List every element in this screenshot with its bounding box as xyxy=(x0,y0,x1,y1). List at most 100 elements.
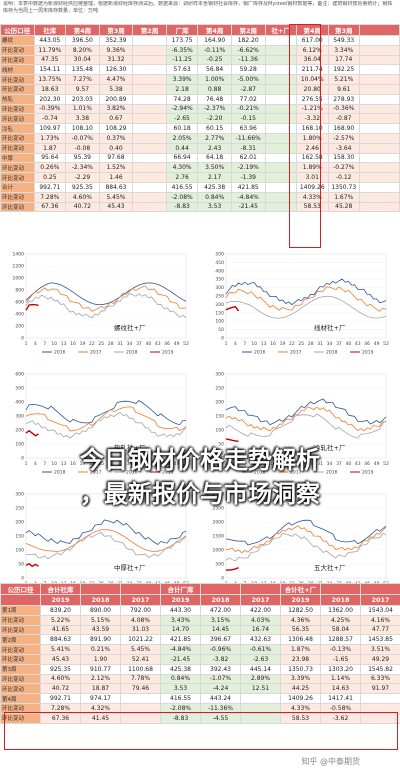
table-cell: 45.28 xyxy=(327,201,360,213)
header-cell: 第3周 xyxy=(98,24,134,36)
table-cell: -0.96% xyxy=(200,644,241,655)
table-cell: 135.48 xyxy=(65,64,100,76)
header-cell xyxy=(240,583,281,595)
x-tick-label: 22 xyxy=(289,341,295,347)
table-cell: 425.38 xyxy=(160,663,201,675)
legend-label: 2017 xyxy=(290,470,302,476)
table-cell: 1545.82 xyxy=(360,663,400,675)
row-label: 环比变动 xyxy=(0,614,41,626)
table-cell: 5.15% xyxy=(80,614,121,626)
table-cell: 79.46 xyxy=(120,683,161,695)
table-cell: -2.57% xyxy=(327,132,360,144)
table-cell: 23.98 xyxy=(280,653,321,665)
x-tick-label: 52 xyxy=(183,461,189,467)
row-label: 环比变动 xyxy=(0,74,35,85)
y-tick-label: 1000 xyxy=(213,548,225,554)
row-label: 环比变动 xyxy=(0,103,35,115)
y-tick-label: 300 xyxy=(215,285,224,291)
series-line xyxy=(25,529,187,552)
table-cell: -2.87 xyxy=(230,83,266,95)
table-cell: 1543.04 xyxy=(360,605,400,616)
table-cell: 109.97 xyxy=(33,123,67,134)
table-cell: 1.90 xyxy=(80,653,121,665)
x-tick-label: 19 xyxy=(280,341,286,347)
table-cell: 9.36% xyxy=(98,44,134,56)
table-cell: 173.75 xyxy=(165,35,199,46)
x-tick-label: 13 xyxy=(61,461,67,467)
x-tick-label: 28 xyxy=(308,341,314,347)
table-cell: -0.39% xyxy=(33,103,67,115)
row-label: 环比变动 xyxy=(0,44,35,56)
table-header-row: 公历口径 合计社库 合计厂库 合计社+厂 xyxy=(0,583,400,595)
table-cell: 3.15% xyxy=(200,614,241,626)
x-tick-label: 22 xyxy=(89,341,95,347)
watermark: 知乎 @中泰期货 xyxy=(301,757,360,766)
legend-label: 2016 xyxy=(326,470,338,476)
table-cell: 168.90 xyxy=(327,123,360,134)
table-cell: 422.00 xyxy=(240,605,281,616)
table-cell: 45.43 xyxy=(40,653,81,665)
header-cell: 第4周 xyxy=(65,24,100,36)
row-label: 合计 xyxy=(0,181,35,193)
header-cell: 公历口径 xyxy=(0,583,41,595)
year-cell: 2019 xyxy=(160,594,201,606)
table-cell: 164.90 xyxy=(197,35,232,46)
table-cell xyxy=(358,64,400,76)
y-tick-label: 100 xyxy=(15,548,24,554)
table-cell: -1.65 xyxy=(320,653,361,665)
table-cell: 1303.20 xyxy=(320,663,361,675)
header-cell: 第4周 xyxy=(197,24,232,36)
table-cell: 549.33 xyxy=(327,35,360,46)
row-label: 第3周 xyxy=(0,663,41,675)
table-cell xyxy=(358,93,400,105)
y-tick-label: 0 xyxy=(221,336,224,342)
x-tick-label: 10 xyxy=(51,341,57,347)
table-note: 说明：本表中数据为新浪财经供应链整理，根据新浪财经库存测试后。数据来源：调研样本… xyxy=(3,1,393,14)
x-tick-label: 37 xyxy=(336,341,342,347)
table-cell xyxy=(358,181,400,193)
table-cell: 63.96 xyxy=(230,123,266,134)
table-cell: -4.24 xyxy=(200,683,241,695)
y-tick-label: 2500 xyxy=(213,506,225,512)
series-line xyxy=(25,282,187,305)
series-line xyxy=(225,438,239,442)
x-tick-label: 1 xyxy=(225,341,228,347)
table-row: 环比变动 0.26% -2.34% 1.52% 4.30% 3.50% -2.19% 1.89… xyxy=(0,162,400,174)
table-cell: -3.64 xyxy=(327,142,360,154)
table-cell: 0.21% xyxy=(80,644,121,655)
table-cell: 443.30 xyxy=(160,605,201,616)
chart-rebar: 1400 1200 1000 800 600 400 200 0 1 4 7 10 13 16 19 22 25… xyxy=(4,248,194,364)
table-cell: 0.84% xyxy=(197,191,232,203)
table-cell xyxy=(132,74,167,85)
x-tick-label: 1 xyxy=(25,341,28,347)
table-cell: -2.63 xyxy=(240,653,281,665)
table-cell: 890.00 xyxy=(80,605,121,616)
row-label: 环比变动 xyxy=(0,644,41,655)
table-cell: 472.00 xyxy=(200,605,241,616)
table-cell: -2.65 xyxy=(165,113,199,125)
x-tick-label: 4 xyxy=(34,461,37,467)
table-row: 螺纹 443.05 396.50 352.39 173.75 164.90 182.20 61… xyxy=(0,35,400,46)
table-cell: 0.44 xyxy=(165,142,199,154)
table-cell: 3.53 xyxy=(160,683,201,695)
x-tick-label: 37 xyxy=(336,461,342,467)
table-cell: 200.89 xyxy=(98,93,134,105)
table-cell: -2.29 xyxy=(65,172,100,183)
table-cell: 421.85 xyxy=(230,181,266,193)
table-cell: 2.89% xyxy=(240,673,281,685)
table-cell: 14.63 xyxy=(320,683,361,695)
y-tick-label: 250 xyxy=(215,386,224,392)
legend-label: 2019 xyxy=(362,470,374,476)
table-cell xyxy=(358,113,400,125)
x-tick-label: 31 xyxy=(117,341,123,347)
x-tick-label: 16 xyxy=(270,461,276,467)
table-cell: 126.30 xyxy=(98,64,134,76)
x-tick-label: 16 xyxy=(270,341,276,347)
y-tick-label: 400 xyxy=(15,312,24,318)
table-cell: 2.05% xyxy=(165,132,199,144)
x-tick-label: 40 xyxy=(345,341,351,347)
x-tick-label: 13 xyxy=(261,341,267,347)
series-line xyxy=(225,525,387,554)
x-tick-label: 7 xyxy=(43,341,46,347)
y-tick-label: 150 xyxy=(215,414,224,420)
